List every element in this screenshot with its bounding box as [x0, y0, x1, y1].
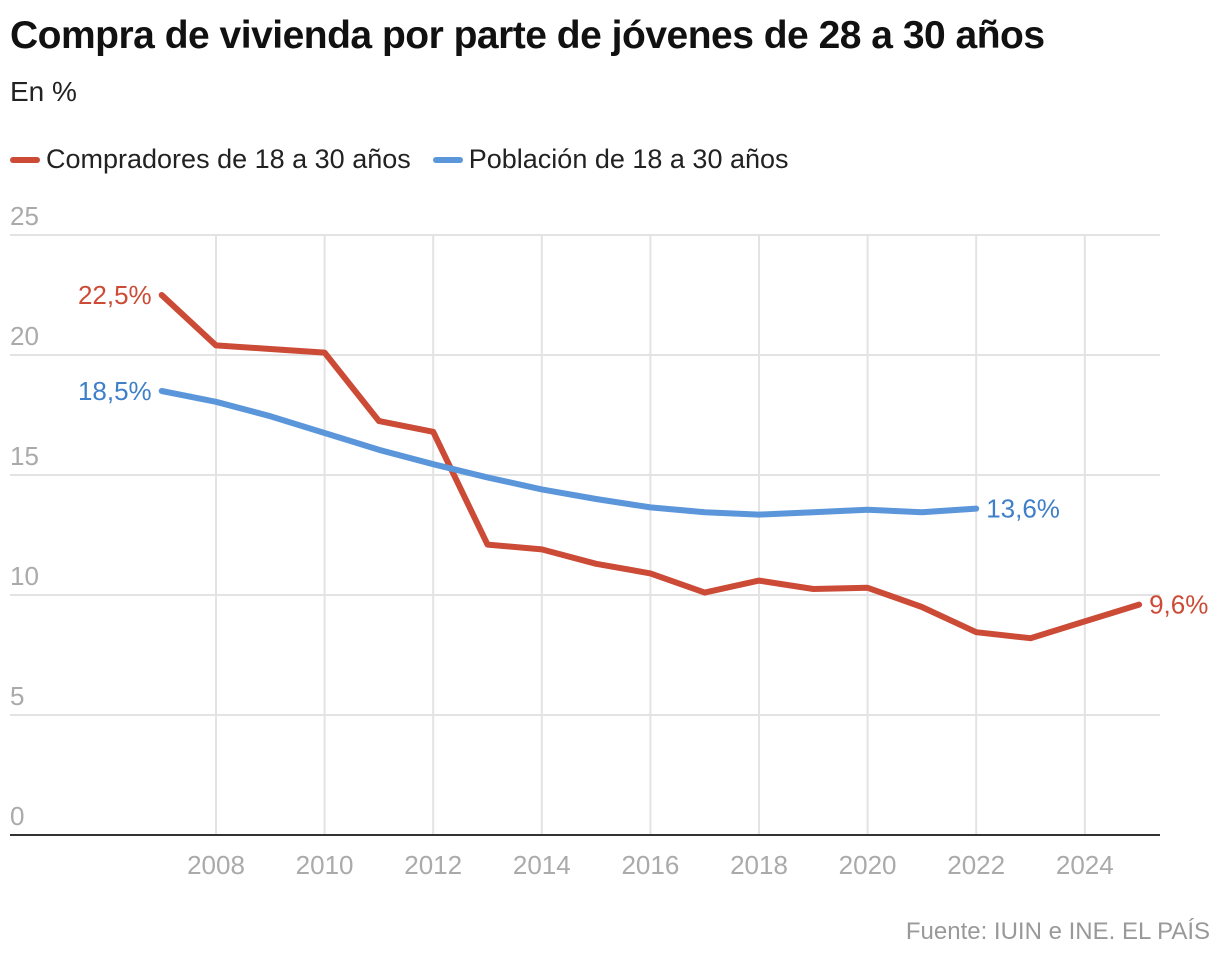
x-tick-label: 2016 [621, 850, 679, 880]
y-tick-label: 10 [10, 561, 39, 591]
x-tick-label: 2010 [296, 850, 354, 880]
chart-subtitle: En % [10, 76, 77, 107]
legend-label-poblacion: Población de 18 a 30 años [468, 144, 789, 174]
x-tick-label: 2022 [947, 850, 1005, 880]
start-label-1: 18,5% [78, 376, 152, 406]
end-label-0: 9,6% [1149, 590, 1208, 620]
x-tick-label: 2020 [839, 850, 897, 880]
y-tick-label: 20 [10, 321, 39, 351]
x-tick-label: 2008 [187, 850, 245, 880]
start-label-0: 22,5% [78, 280, 152, 310]
legend-item-compradores: Compradores de 18 a 30 años [10, 144, 411, 175]
chart-title: Compra de vivienda por parte de jóvenes … [10, 14, 1045, 57]
legend-label-compradores: Compradores de 18 a 30 años [46, 144, 411, 174]
y-tick-label: 5 [10, 681, 24, 711]
legend-item-poblacion: Población de 18 a 30 años [432, 144, 789, 175]
legend-swatch-poblacion [432, 156, 463, 163]
x-tick-label: 2014 [513, 850, 571, 880]
x-tick-label: 2024 [1056, 850, 1114, 880]
x-tick-label: 2012 [404, 850, 462, 880]
end-label-1: 13,6% [986, 494, 1060, 524]
x-tick-label: 2018 [730, 850, 788, 880]
y-tick-label: 15 [10, 441, 39, 471]
series-line-1 [158, 388, 980, 518]
y-tick-label: 0 [10, 801, 24, 831]
legend-swatch-compradores [10, 156, 40, 163]
y-tick-label: 25 [10, 201, 39, 231]
legend: Compradores de 18 a 30 años Población de… [10, 144, 789, 175]
source-note: Fuente: IUIN e INE. EL PAÍS [905, 918, 1210, 945]
